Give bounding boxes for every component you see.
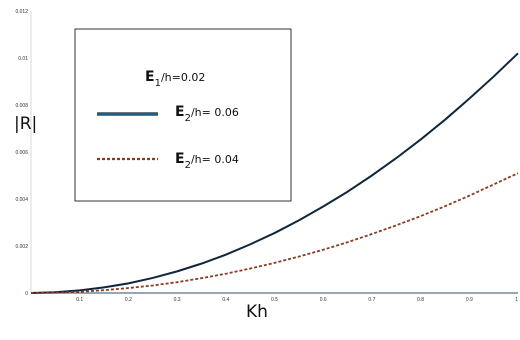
- legend-heading: E1/h=0.02: [145, 69, 205, 89]
- axes: [30, 11, 518, 294]
- y-axis-label: |R|: [14, 114, 37, 134]
- y-tick-label: 0.01: [18, 56, 28, 62]
- x-tick-label: 0.9: [466, 297, 473, 303]
- x-axis-label: Kh: [246, 302, 268, 322]
- legend-label-solid: E2/h= 0.06: [175, 104, 239, 124]
- legend: E1/h=0.02 E2/h= 0.06 E2/h= 0.04: [74, 28, 292, 202]
- x-tick-label: 0.8: [417, 297, 424, 303]
- y-tick-label: 0.008: [15, 103, 28, 109]
- x-tick-label: 0.4: [222, 297, 229, 303]
- series-line-dashed: [30, 172, 519, 294]
- x-tick-label: 1: [515, 297, 518, 303]
- y-tick-label: 0.012: [15, 9, 28, 15]
- series-line-solid: [30, 52, 519, 294]
- y-tick-labels: 0 0.002 0.004 0.006 0.008 0.01 0.012: [15, 9, 28, 297]
- x-tick-label: 0.7: [368, 297, 375, 303]
- x-tick-label: 0.1: [76, 297, 83, 303]
- x-tick-label: 0.5: [271, 297, 278, 303]
- series-layer: [30, 52, 519, 294]
- x-tick-label: 0.6: [320, 297, 327, 303]
- y-tick-label: 0.004: [15, 197, 28, 203]
- y-tick-label: 0.002: [15, 244, 28, 250]
- x-tick-labels: 0.1 0.2 0.3 0.4 0.5 0.6 0.7 0.8 0.9 1: [76, 297, 518, 303]
- y-tick-label: 0.006: [15, 150, 28, 156]
- x-tick-label: 0.3: [174, 297, 181, 303]
- x-tick-label: 0.2: [125, 297, 132, 303]
- legend-label-dashed: E2/h= 0.04: [175, 151, 239, 171]
- y-tick-label: 0: [25, 291, 28, 297]
